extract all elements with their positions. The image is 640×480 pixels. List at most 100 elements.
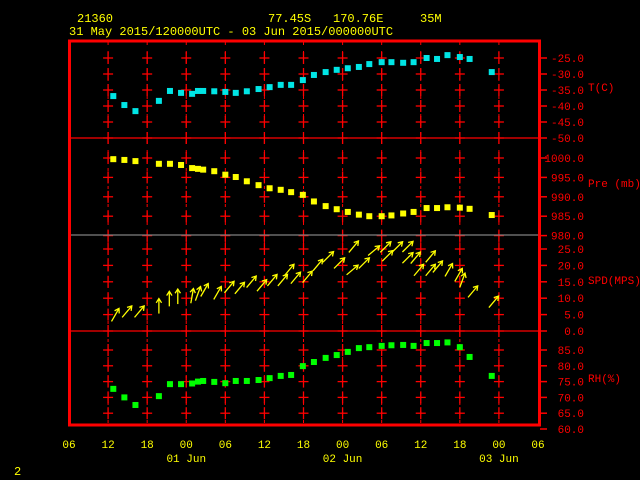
data-point (132, 401, 139, 408)
data-point (444, 52, 451, 59)
data-point (400, 341, 407, 348)
wind-arrow (358, 256, 371, 269)
data-point (243, 178, 250, 185)
wind-arrow (401, 240, 414, 253)
data-point (366, 61, 373, 68)
y-tick-label: 70.0 (558, 393, 584, 405)
data-point (277, 186, 284, 193)
wind-arrow (391, 240, 404, 253)
elevation: 35M (420, 12, 442, 26)
wind-arrow (467, 284, 479, 298)
x-tick-label: 18 (297, 440, 310, 452)
data-point (189, 90, 196, 97)
x-tick-label: 00 (336, 440, 349, 452)
plot-frame (68, 39, 541, 427)
wind-arrow-shaft (322, 251, 335, 263)
panel-label: RH(%) (588, 374, 621, 386)
data-point (121, 102, 128, 109)
data-point (378, 213, 385, 220)
wind-arrow (234, 281, 246, 295)
wind-arrow-shaft (358, 257, 370, 269)
wind-arrow-head (364, 256, 371, 263)
wind-arrow (290, 271, 302, 285)
wind-arrow (155, 297, 163, 314)
wind-arrow-head (196, 285, 203, 292)
wind-arrow (283, 263, 295, 277)
data-point (288, 189, 295, 196)
wind-arrow-shaft (246, 275, 257, 288)
data-point (155, 160, 162, 167)
wind-arrow (200, 282, 210, 297)
wind-arrow-head (493, 295, 500, 302)
wind-arrow (379, 240, 392, 253)
data-point (166, 87, 173, 94)
data-point (456, 54, 463, 61)
y-tick-label: 25.0 (558, 245, 584, 257)
data-point (222, 171, 229, 178)
wind-arrow (410, 251, 422, 265)
wind-arrow-shaft (333, 257, 346, 269)
latitude: 77.45S (268, 12, 312, 26)
wind-arrow-shaft (223, 280, 235, 294)
data-point (243, 377, 250, 384)
data-point (255, 377, 262, 384)
data-point (277, 372, 284, 379)
data-point (194, 165, 201, 172)
data-point (333, 352, 340, 359)
wind-arrow (333, 256, 346, 269)
data-point (366, 344, 373, 351)
wind-arrow-shaft (410, 251, 421, 265)
wind-arrow-shaft (256, 279, 268, 292)
wind-arrow (213, 285, 223, 300)
data-point (434, 55, 441, 62)
station-id: 21360 (77, 12, 114, 26)
panel-label: Pre (mb) (588, 179, 640, 191)
wind-arrow-head (385, 240, 392, 247)
data-point (166, 381, 173, 388)
wind-arrow-shaft (266, 273, 278, 287)
data-point (232, 89, 239, 96)
wind-arrow (134, 304, 145, 318)
data-point (200, 87, 207, 94)
data-point (423, 55, 430, 61)
x-date-label: 02 Jun (323, 454, 363, 466)
y-tick-label: -45.0 (551, 118, 584, 130)
wind-arrow-shaft (194, 286, 202, 301)
wind-arrow-shaft (213, 286, 222, 300)
data-point (194, 87, 201, 94)
wind-arrow-shaft (444, 263, 454, 277)
data-point (266, 84, 273, 91)
wind-arrow (444, 262, 454, 277)
wind-arrow (381, 249, 394, 262)
data-point (410, 208, 417, 215)
data-point (466, 205, 473, 212)
data-point (299, 191, 306, 198)
wind-arrow-head (408, 251, 414, 258)
data-point (456, 204, 463, 211)
data-point (121, 394, 128, 401)
data-point (400, 59, 407, 66)
data-point (310, 71, 317, 78)
data-point (488, 372, 495, 379)
wind-arrow-head (261, 278, 268, 285)
wind-arrow-shaft (348, 240, 359, 253)
wind-arrow-head (295, 271, 302, 278)
data-point (299, 77, 306, 84)
wind-arrow-shaft (467, 285, 479, 298)
wind-arrow (256, 278, 268, 292)
wind-arrow-shaft (391, 241, 404, 253)
data-point (434, 340, 441, 347)
data-point (423, 340, 430, 347)
wind-arrow-shaft (134, 305, 145, 318)
data-point (322, 354, 329, 361)
data-point (310, 198, 317, 205)
x-tick-label: 00 (492, 440, 505, 452)
wind-arrow-head (418, 263, 425, 270)
data-point (155, 97, 162, 104)
y-tick-label: 15.0 (558, 278, 584, 290)
data-point (200, 377, 207, 384)
x-tick-label: 12 (414, 440, 427, 452)
wind-arrow-shaft (454, 268, 463, 282)
wind-arrow-head (126, 304, 133, 311)
wind-arrow (459, 271, 467, 288)
